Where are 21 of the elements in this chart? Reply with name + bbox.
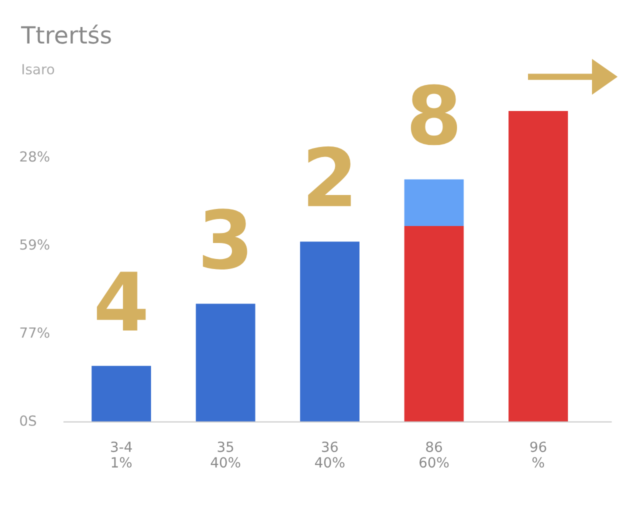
x-tick-label: 86 60% — [420, 442, 449, 468]
text: 59% — [20, 239, 50, 250]
x-tick-label: 96 % — [530, 442, 546, 468]
bar — [92, 366, 152, 422]
chart-title: Ttrertśs — [21, 24, 111, 44]
annotation: 2 — [308, 146, 351, 206]
bar — [508, 111, 568, 422]
x-tick-label: 35 40% — [210, 442, 240, 468]
bar — [404, 179, 464, 226]
text: 28% — [20, 151, 50, 162]
annotation: 8 — [410, 84, 458, 146]
annotation: 4 — [96, 272, 146, 331]
text: 77% — [20, 327, 50, 338]
bar — [196, 304, 256, 422]
bar — [300, 242, 360, 422]
annotation: 3 — [202, 208, 248, 270]
bar — [404, 226, 464, 422]
x-tick-label: 3-4 1% — [111, 442, 132, 468]
text: 0S — [20, 415, 36, 426]
x-tick-label: 36 40% — [315, 442, 344, 468]
chart-subtitle: Isaro — [22, 64, 54, 74]
